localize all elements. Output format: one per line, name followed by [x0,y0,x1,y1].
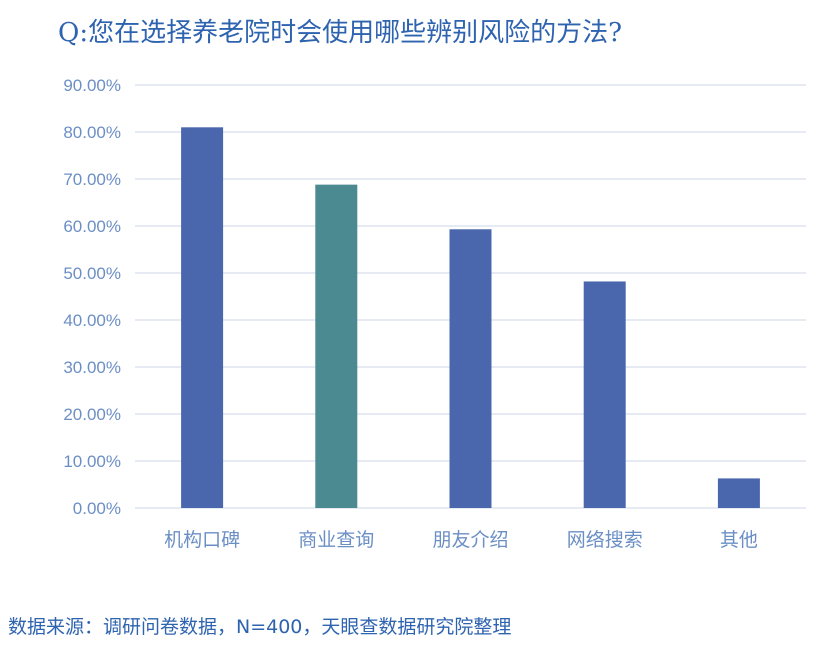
y-tick-label: 70.00% [63,170,121,189]
y-axis-ticks: 0.00% 10.00% 20.00% 30.00% 40.00% 50.00% 60.00… [63,76,121,518]
bar [315,184,358,508]
x-axis-categories: 机构口碑 商业查询 朋友介绍 网络搜索 其他 [164,529,758,551]
bar [583,281,626,508]
bar-chart: 0.00% 10.00% 20.00% 30.00% 40.00% 50.00% 60.00… [63,76,806,551]
y-tick-label: 0.00% [73,499,121,518]
y-tick-label: 60.00% [63,217,121,236]
y-tick-label: 20.00% [63,405,121,424]
bar [449,229,492,509]
chart-title: Q:您在选择养老院时会使用哪些辨别风险的方法? [58,18,623,48]
x-category-label: 网络搜索 [567,529,643,551]
y-tick-label: 10.00% [63,452,121,471]
y-tick-label: 30.00% [63,358,121,377]
y-tick-label: 80.00% [63,123,121,142]
bar [717,478,760,508]
y-tick-label: 40.00% [63,311,121,330]
y-tick-label: 90.00% [63,76,121,95]
source-note: 数据来源：调研问卷数据，N=400，天眼查数据研究院整理 [8,616,512,638]
bar [181,127,224,509]
y-tick-label: 50.00% [63,264,121,283]
x-category-label: 商业查询 [298,529,374,551]
x-category-label: 朋友介绍 [432,529,508,551]
x-category-label: 其他 [720,529,758,551]
bars [181,127,760,509]
x-category-label: 机构口碑 [164,529,240,551]
